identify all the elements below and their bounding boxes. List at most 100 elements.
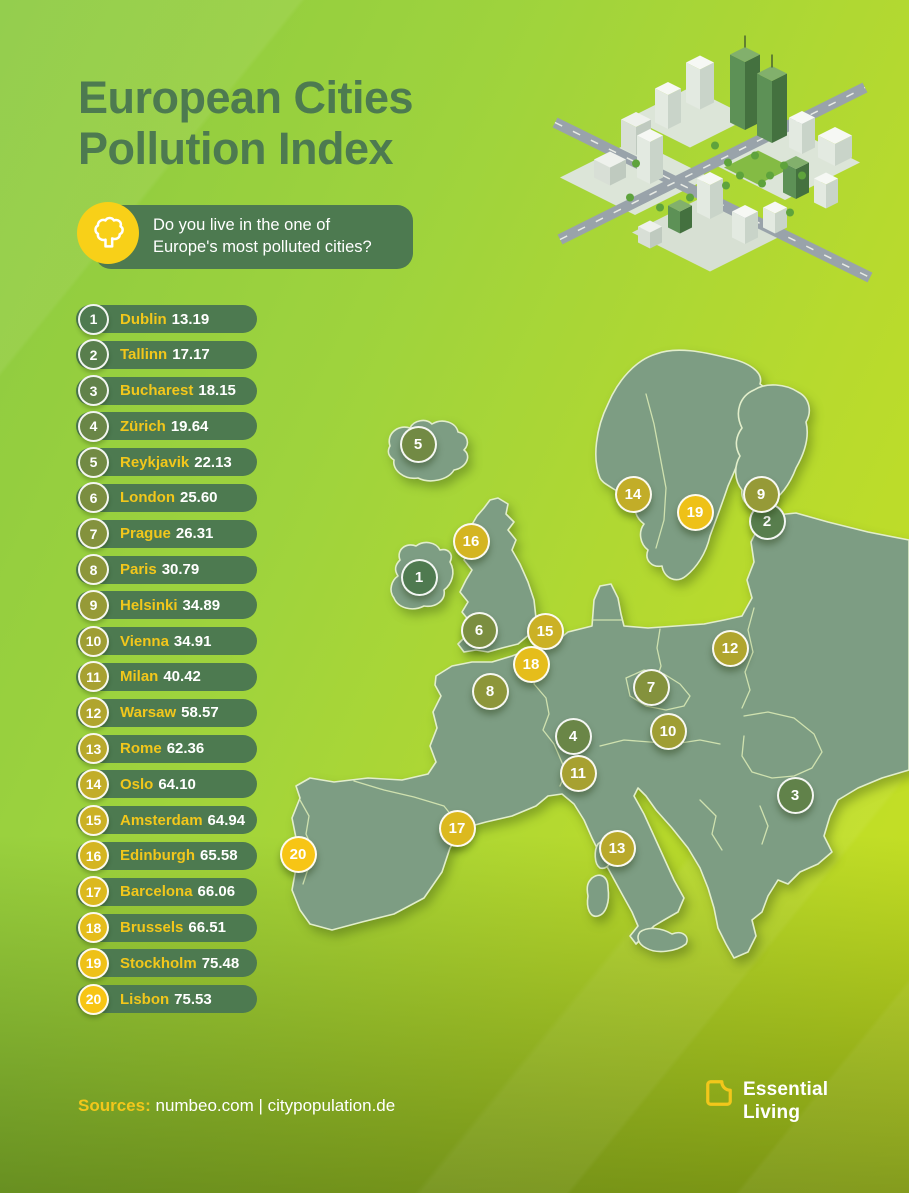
map-marker-oslo: 14: [614, 475, 652, 513]
rank-number-badge: 3: [78, 375, 109, 407]
ranking-item: 20 Lisbon 75.53: [76, 983, 257, 1015]
rank-number-badge: 1: [78, 303, 109, 335]
marker-number: 7: [646, 678, 656, 696]
map-marker-prague: 7: [632, 668, 670, 706]
marker-number: 13: [608, 839, 626, 857]
city-name: Barcelona: [120, 883, 193, 901]
sources-line: Sources: numbeo.com | citypopulation.de: [78, 1096, 395, 1116]
ranking-item: 5 Reykjavik 22.13: [76, 446, 257, 478]
ranking-item: 16 Edinburgh 65.58: [76, 840, 257, 872]
marker-number: 2: [762, 512, 772, 530]
pollution-value: 64.94: [207, 811, 246, 829]
ranking-item: 1 Dublin 13.19: [76, 303, 257, 335]
rank-number-badge: 13: [78, 733, 109, 765]
marker-number: 16: [462, 532, 480, 550]
rank-number-badge: 18: [78, 912, 109, 944]
rank-number-badge: 12: [78, 697, 109, 729]
city-name: London: [120, 489, 175, 507]
ranking-item: 15 Amsterdam 64.94: [76, 804, 257, 836]
map-marker-zrich: 4: [554, 717, 592, 755]
marker-number: 15: [536, 622, 554, 640]
city-name: Edinburgh: [120, 847, 195, 865]
map-marker-brussels: 18: [512, 645, 550, 683]
pollution-value: 75.48: [201, 954, 240, 972]
pollution-value: 62.36: [166, 740, 205, 758]
city-name: Vienna: [120, 632, 169, 650]
pollution-value: 34.91: [173, 632, 212, 650]
city-illustration: [552, 35, 873, 283]
brand-logo: Essential Living: [704, 1078, 828, 1124]
pollution-value: 66.06: [197, 883, 236, 901]
city-name: Reykjavik: [120, 453, 190, 471]
map-marker-vienna: 10: [649, 712, 687, 750]
map-marker-rome: 13: [598, 829, 636, 867]
marker-number: 4: [568, 727, 578, 745]
tree-badge: [77, 202, 139, 264]
rank-number-badge: 19: [78, 947, 109, 979]
map-mainland: [288, 512, 909, 959]
marker-number: 12: [721, 639, 739, 657]
ranking-item: 8 Paris 30.79: [76, 554, 257, 586]
map-marker-milan: 11: [559, 754, 597, 792]
pollution-value: 18.15: [198, 382, 236, 400]
city-name: Paris: [120, 561, 157, 579]
map-sicily: [637, 927, 688, 953]
rank-number-badge: 11: [78, 661, 109, 693]
marker-number: 20: [289, 845, 307, 863]
map-marker-dublin: 1: [400, 558, 438, 596]
map-scandinavia: [595, 349, 768, 581]
city-name: Oslo: [120, 775, 154, 793]
title-line-1: European Cities: [78, 72, 414, 123]
city-name: Tallinn: [120, 346, 168, 364]
tree-icon: [94, 216, 124, 248]
subtitle-banner: Do you live in the one of Europe's most …: [77, 202, 413, 269]
brand-line-1: Essential: [743, 1079, 829, 1100]
marker-number: 1: [414, 568, 424, 586]
city-name: Milan: [120, 668, 159, 686]
title-line-2: Pollution Index: [78, 123, 394, 175]
map-marker-lisbon: 20: [279, 835, 317, 873]
city-name: Prague: [120, 525, 171, 543]
pollution-value: 65.58: [200, 847, 238, 865]
brand-name: Essential Living: [743, 1078, 828, 1124]
pollution-value: 34.89: [182, 596, 221, 614]
ranking-item: 7 Prague 26.31: [76, 518, 257, 550]
rank-number-badge: 16: [78, 840, 109, 872]
city-name: Zürich: [120, 417, 166, 435]
sources-value: numbeo.com | citypopulation.de: [155, 1096, 396, 1115]
marker-number: 11: [570, 764, 586, 782]
city-name: Dublin: [120, 310, 167, 328]
map-marker-reykjavik: 5: [399, 425, 437, 463]
rank-number-badge: 14: [78, 768, 109, 800]
page-title: European Cities Pollution Index: [78, 72, 414, 175]
rank-number-badge: 20: [78, 983, 109, 1015]
marker-number: 14: [624, 485, 642, 503]
ranking-item: 12 Warsaw 58.57: [76, 697, 257, 729]
map-marker-paris: 8: [471, 672, 509, 710]
marker-number: 6: [474, 621, 484, 639]
ranking-item: 2 Tallinn 17.17: [76, 339, 257, 371]
pollution-value: 17.17: [172, 346, 210, 364]
city-name: Lisbon: [120, 990, 170, 1008]
map-marker-amsterdam: 15: [526, 612, 564, 650]
subtitle-text: Do you live in the one of Europe's most …: [153, 216, 372, 256]
pollution-value: 66.51: [188, 919, 226, 937]
marker-number: 8: [485, 682, 495, 700]
rank-number-badge: 17: [78, 876, 109, 908]
ranking-item: 13 Rome 62.36: [76, 733, 257, 765]
city-name: Helsinki: [120, 596, 178, 614]
map-marker-helsinki: 9: [742, 475, 780, 513]
city-name: Bucharest: [120, 382, 194, 400]
pollution-value: 58.57: [181, 704, 219, 722]
rank-number-badge: 7: [78, 518, 109, 550]
marker-number: 18: [522, 655, 540, 673]
pollution-value: 75.53: [174, 990, 212, 1008]
ranking-item: 10 Vienna 34.91: [76, 625, 257, 657]
marker-number: 5: [413, 435, 423, 453]
marker-number: 9: [756, 485, 766, 503]
map-marker-edinburgh: 16: [452, 522, 490, 560]
pollution-value: 30.79: [161, 561, 200, 579]
pollution-value: 26.31: [175, 525, 214, 543]
essential-living-icon: [706, 1080, 732, 1106]
